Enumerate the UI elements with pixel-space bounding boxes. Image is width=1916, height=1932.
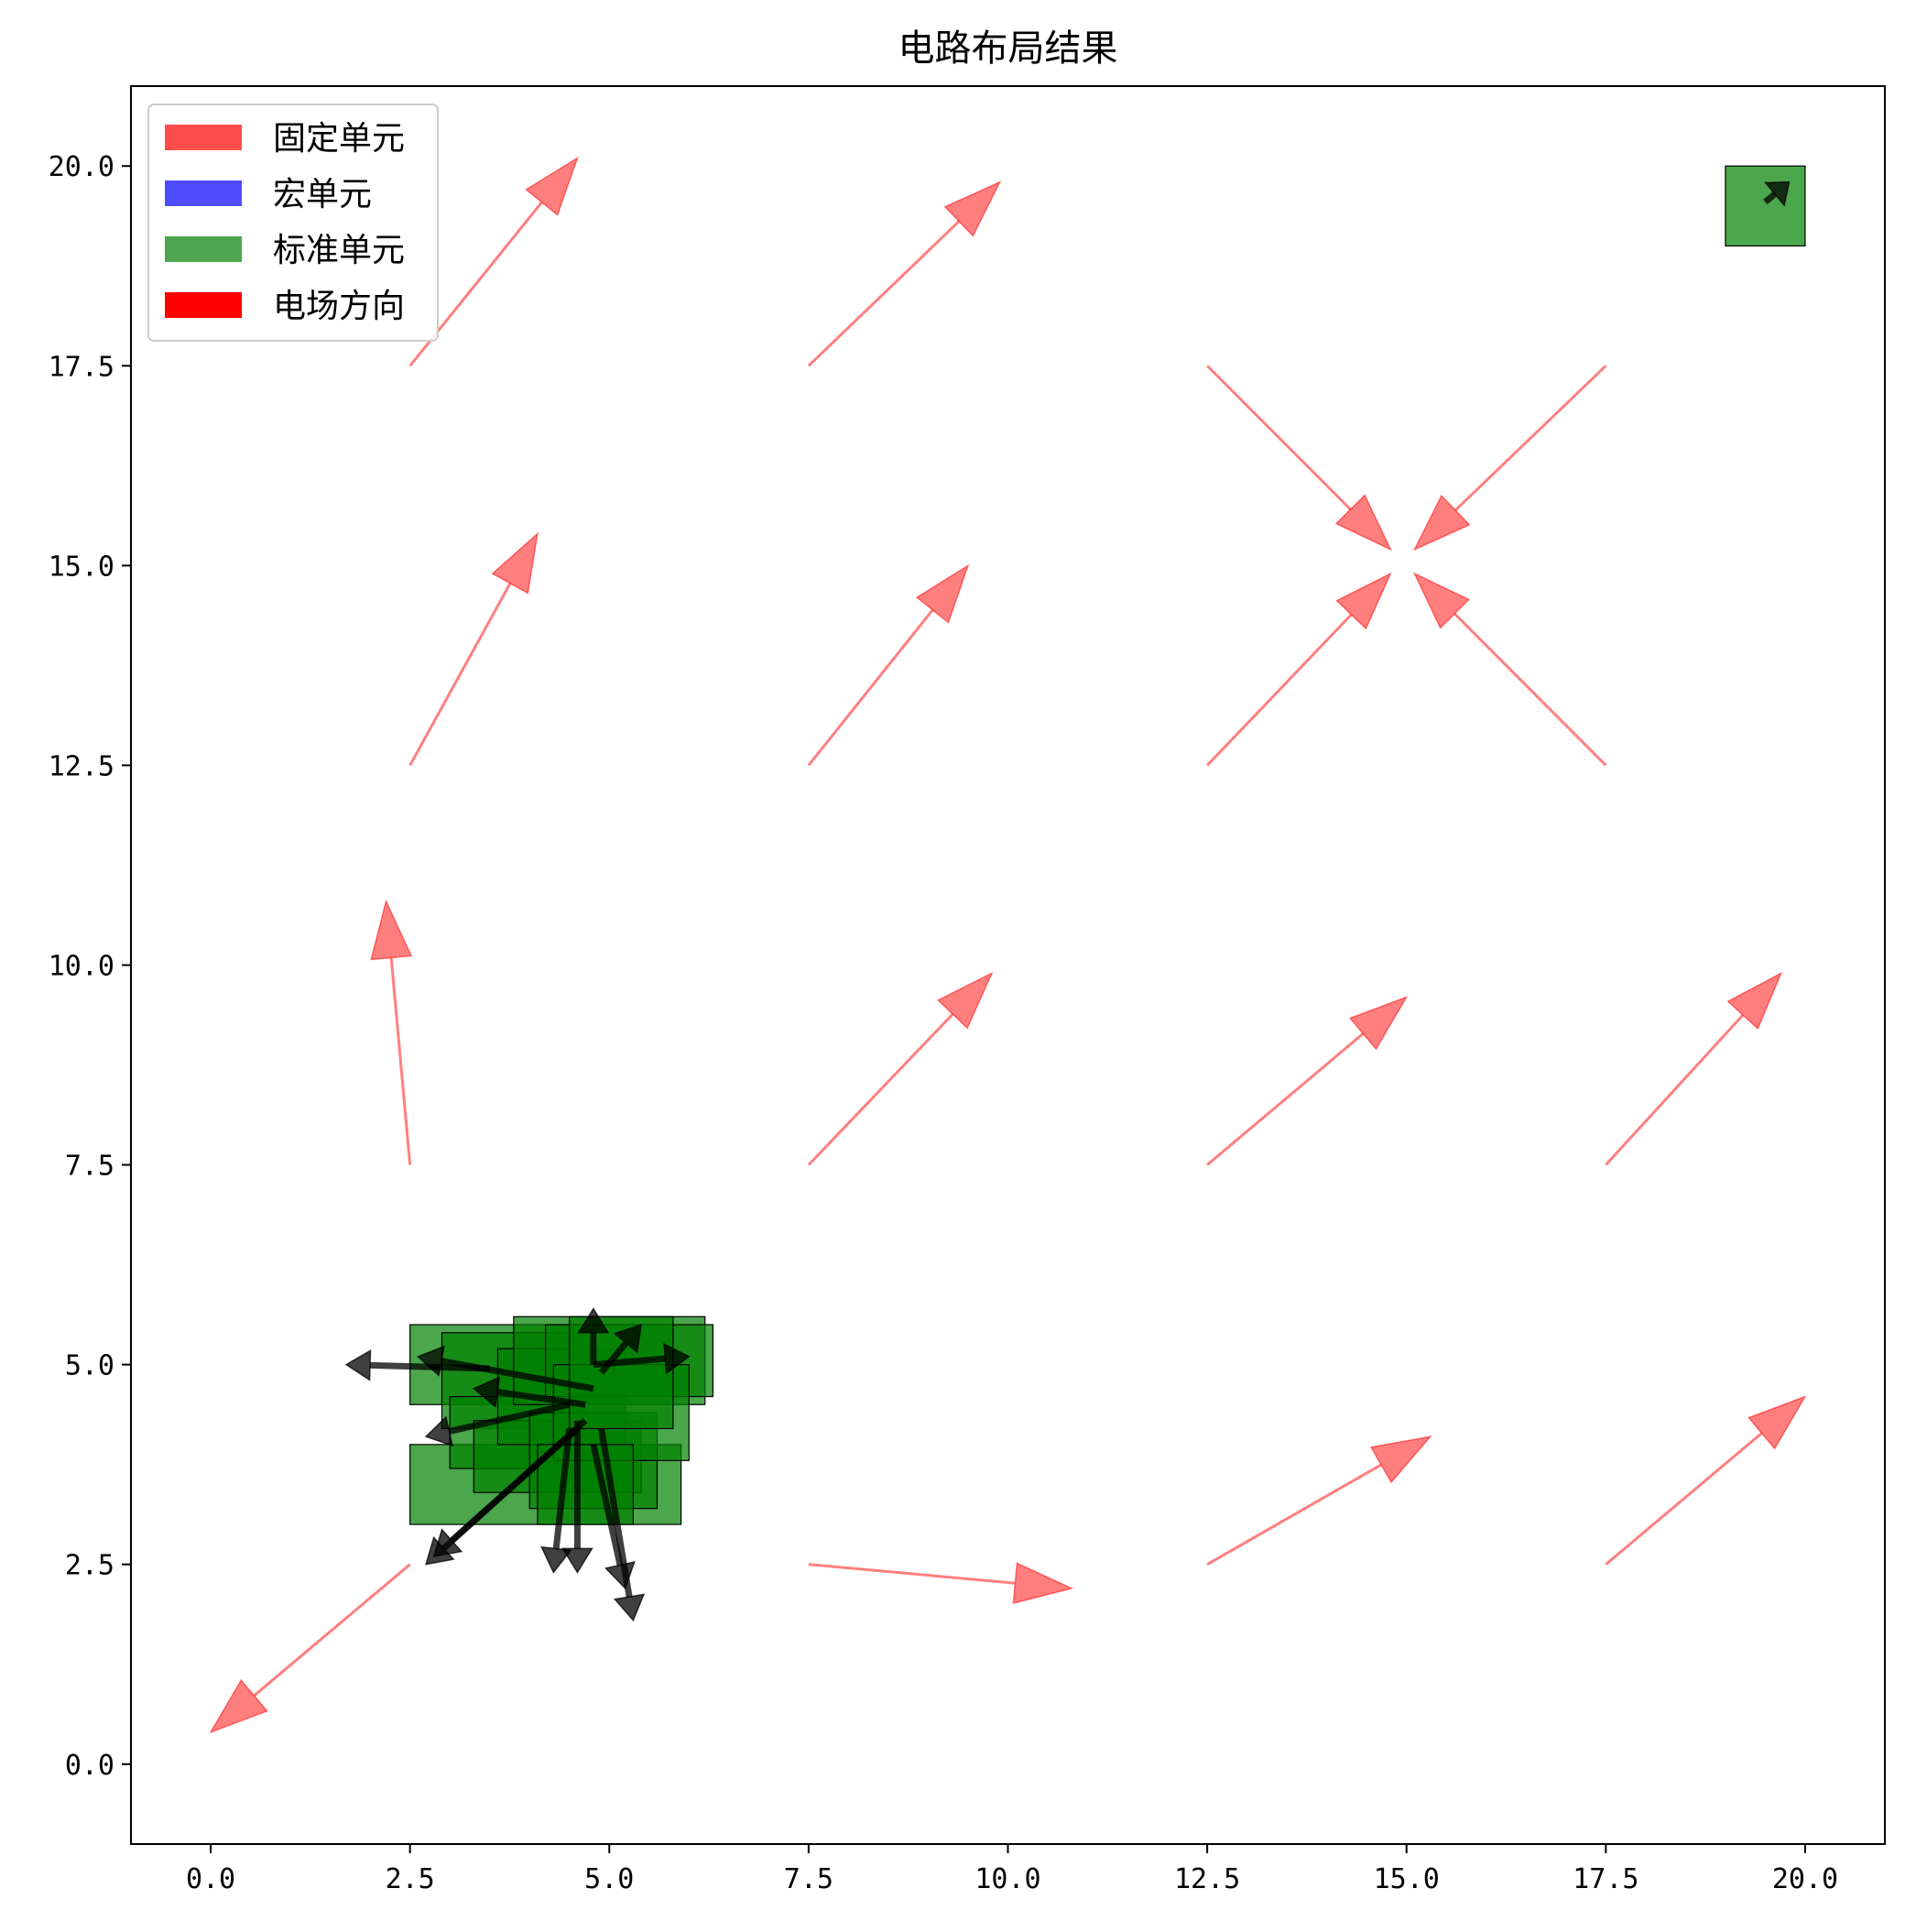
field-arrow [807,563,970,767]
cell-arrow [561,1420,593,1574]
x-tick-label: 0.0 [186,1863,235,1895]
field-arrow [1412,365,1607,551]
x-tick-label: 2.5 [386,1863,435,1895]
cell-arrows [344,180,1791,1622]
x-tick-label: 15.0 [1374,1863,1440,1895]
y-tick-label: 0.0 [65,1750,114,1782]
legend-swatch [165,180,242,206]
legend-label: 电场方向 [273,288,405,325]
x-tick-label: 10.0 [974,1863,1040,1895]
standard-cell [1725,165,1806,247]
field-arrow [807,971,994,1166]
cell-arrow [540,1428,573,1574]
x-tick-label: 12.5 [1174,1863,1240,1895]
legend-swatch [165,292,242,318]
y-axis-ticks: 0.0 2.5 5.0 7.5 10.0 12.5 15.0 17.5 20.0 [49,151,131,1782]
cell-arrow [598,1323,643,1375]
x-tick-label: 7.5 [784,1863,833,1895]
field-arrow [1412,572,1607,767]
x-axis-ticks: 0.0 2.5 5.0 7.5 10.0 12.5 15.0 17.5 20.0 [186,1844,1838,1895]
field-arrow [209,1563,411,1734]
legend-label: 标准单元 [273,232,405,269]
chart-title: 电路布局结果 [898,27,1118,70]
legend-entry: 宏单元 [165,176,372,213]
y-tick-label: 20.0 [49,151,114,183]
plot-area [209,156,1807,1734]
cell-arrow [598,1427,646,1622]
y-tick-label: 7.5 [65,1151,114,1183]
cell-arrow [472,1376,586,1408]
field-arrow [1605,1395,1807,1566]
field-arrows [209,156,1807,1734]
y-tick-label: 2.5 [65,1550,114,1582]
cell-arrow [416,1345,594,1392]
field-arrow [408,531,539,767]
y-tick-label: 5.0 [65,1350,114,1382]
y-tick-label: 12.5 [49,750,114,782]
field-arrow [370,899,413,1165]
legend-entry: 电场方向 [165,288,405,325]
cell-arrow [577,1307,610,1365]
field-arrow [1605,971,1783,1166]
field-arrow [808,1562,1074,1605]
y-tick-label: 15.0 [49,551,114,583]
field-arrow [1206,572,1392,767]
legend-box [147,104,439,342]
field-arrow [1206,365,1392,551]
standard-cells [409,165,1806,1525]
axes-frame [130,85,1886,1845]
legend-label: 固定单元 [273,120,405,158]
field-arrow [807,180,1002,367]
legend-swatch [165,236,242,262]
y-tick-label: 17.5 [49,351,114,383]
legend-swatch [165,125,242,150]
field-arrow [1206,1435,1432,1566]
standard-cell [537,1444,634,1525]
legend-label: 宏单元 [273,176,372,213]
cell-arrow [424,1401,571,1447]
legend-entry: 固定单元 [165,120,405,158]
x-tick-label: 20.0 [1772,1863,1838,1895]
x-tick-label: 5.0 [584,1863,634,1895]
cell-arrow [432,1425,580,1557]
x-tick-label: 17.5 [1573,1863,1638,1895]
cell-arrow [1763,180,1791,207]
field-arrow [1206,995,1409,1166]
legend-entry: 标准单元 [165,232,405,269]
y-tick-label: 10.0 [49,951,114,983]
